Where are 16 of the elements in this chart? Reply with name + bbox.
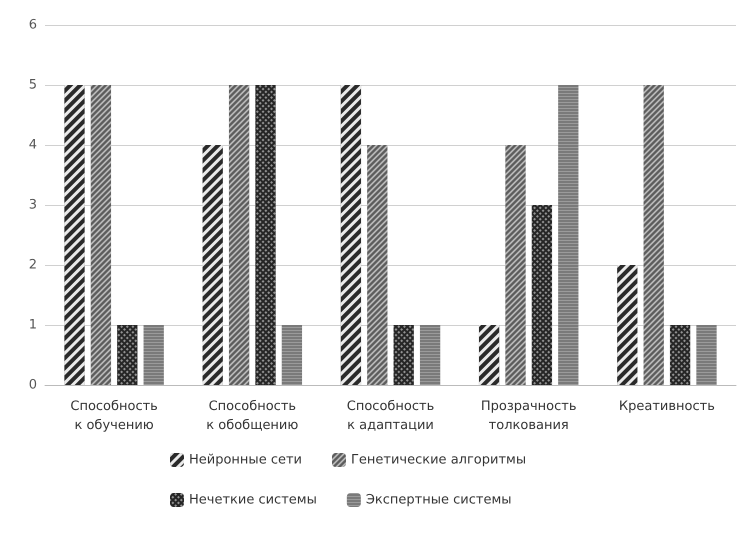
y-tick-label: 4 (28, 138, 37, 152)
legend-label: Экспертные системы (366, 492, 512, 508)
x-tick-label: Способность к обучению (70, 399, 158, 433)
x-tick-label: Способность к адаптации (346, 399, 434, 433)
legend-label: Генетические алгоритмы (350, 452, 526, 468)
y-tick-label: 0 (28, 378, 37, 392)
x-tick-label: Прозрачность толкования (480, 399, 577, 433)
x-tick-label: Способность к обобщению (206, 399, 298, 433)
y-tick-label: 3 (28, 198, 37, 212)
y-tick-label: 1 (28, 318, 37, 332)
legend-label: Нечеткие системы (189, 492, 317, 508)
x-tick-label: Креативность (618, 399, 715, 414)
legend-label: Нейронные сети (189, 452, 302, 468)
y-tick-label: 2 (28, 258, 37, 272)
y-tick-label: 5 (28, 78, 37, 92)
y-tick-label: 6 (28, 18, 37, 32)
